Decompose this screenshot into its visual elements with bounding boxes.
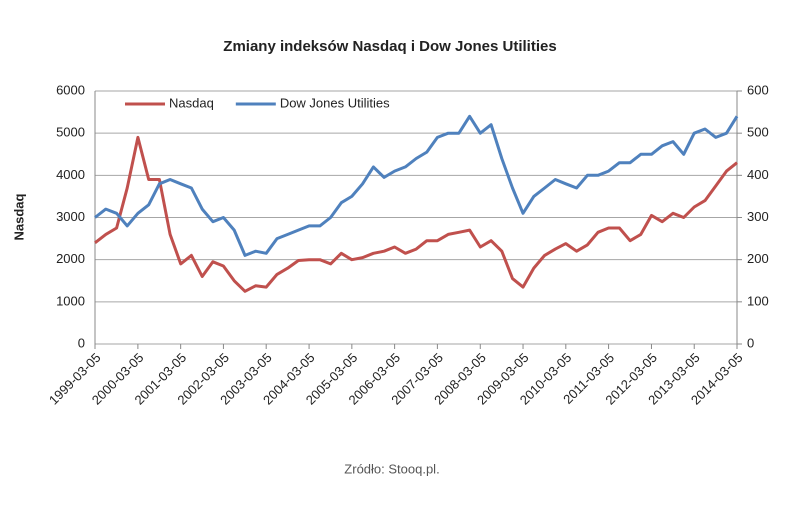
y-tick-label: 0 <box>78 335 85 350</box>
y2-tick-label: 200 <box>747 251 769 266</box>
y2-tick-label: 500 <box>747 125 769 140</box>
y2-tick-label: 600 <box>747 82 769 97</box>
legend-label: Nasdaq <box>169 95 214 110</box>
series-line <box>94 135 738 293</box>
y-tick-label: 1000 <box>56 293 85 308</box>
y-tick-label: 3000 <box>56 209 85 224</box>
y2-tick-label: 300 <box>747 209 769 224</box>
y-tick-label: 6000 <box>56 82 85 97</box>
y-axis-label: Nasdaq <box>11 193 26 240</box>
series-line <box>94 114 739 257</box>
legend-label: Dow Jones Utilities <box>280 95 390 110</box>
source-note: Zródło: Stooq.pl. <box>344 461 439 476</box>
chart-title: Zmiany indeksów Nasdaq i Dow Jones Utili… <box>223 38 556 55</box>
y2-tick-label: 0 <box>747 335 754 350</box>
y2-tick-label: 100 <box>747 293 769 308</box>
y2-tick-label: 400 <box>747 167 769 182</box>
y-tick-label: 2000 <box>56 251 85 266</box>
y-tick-label: 5000 <box>56 125 85 140</box>
y-tick-label: 4000 <box>56 167 85 182</box>
